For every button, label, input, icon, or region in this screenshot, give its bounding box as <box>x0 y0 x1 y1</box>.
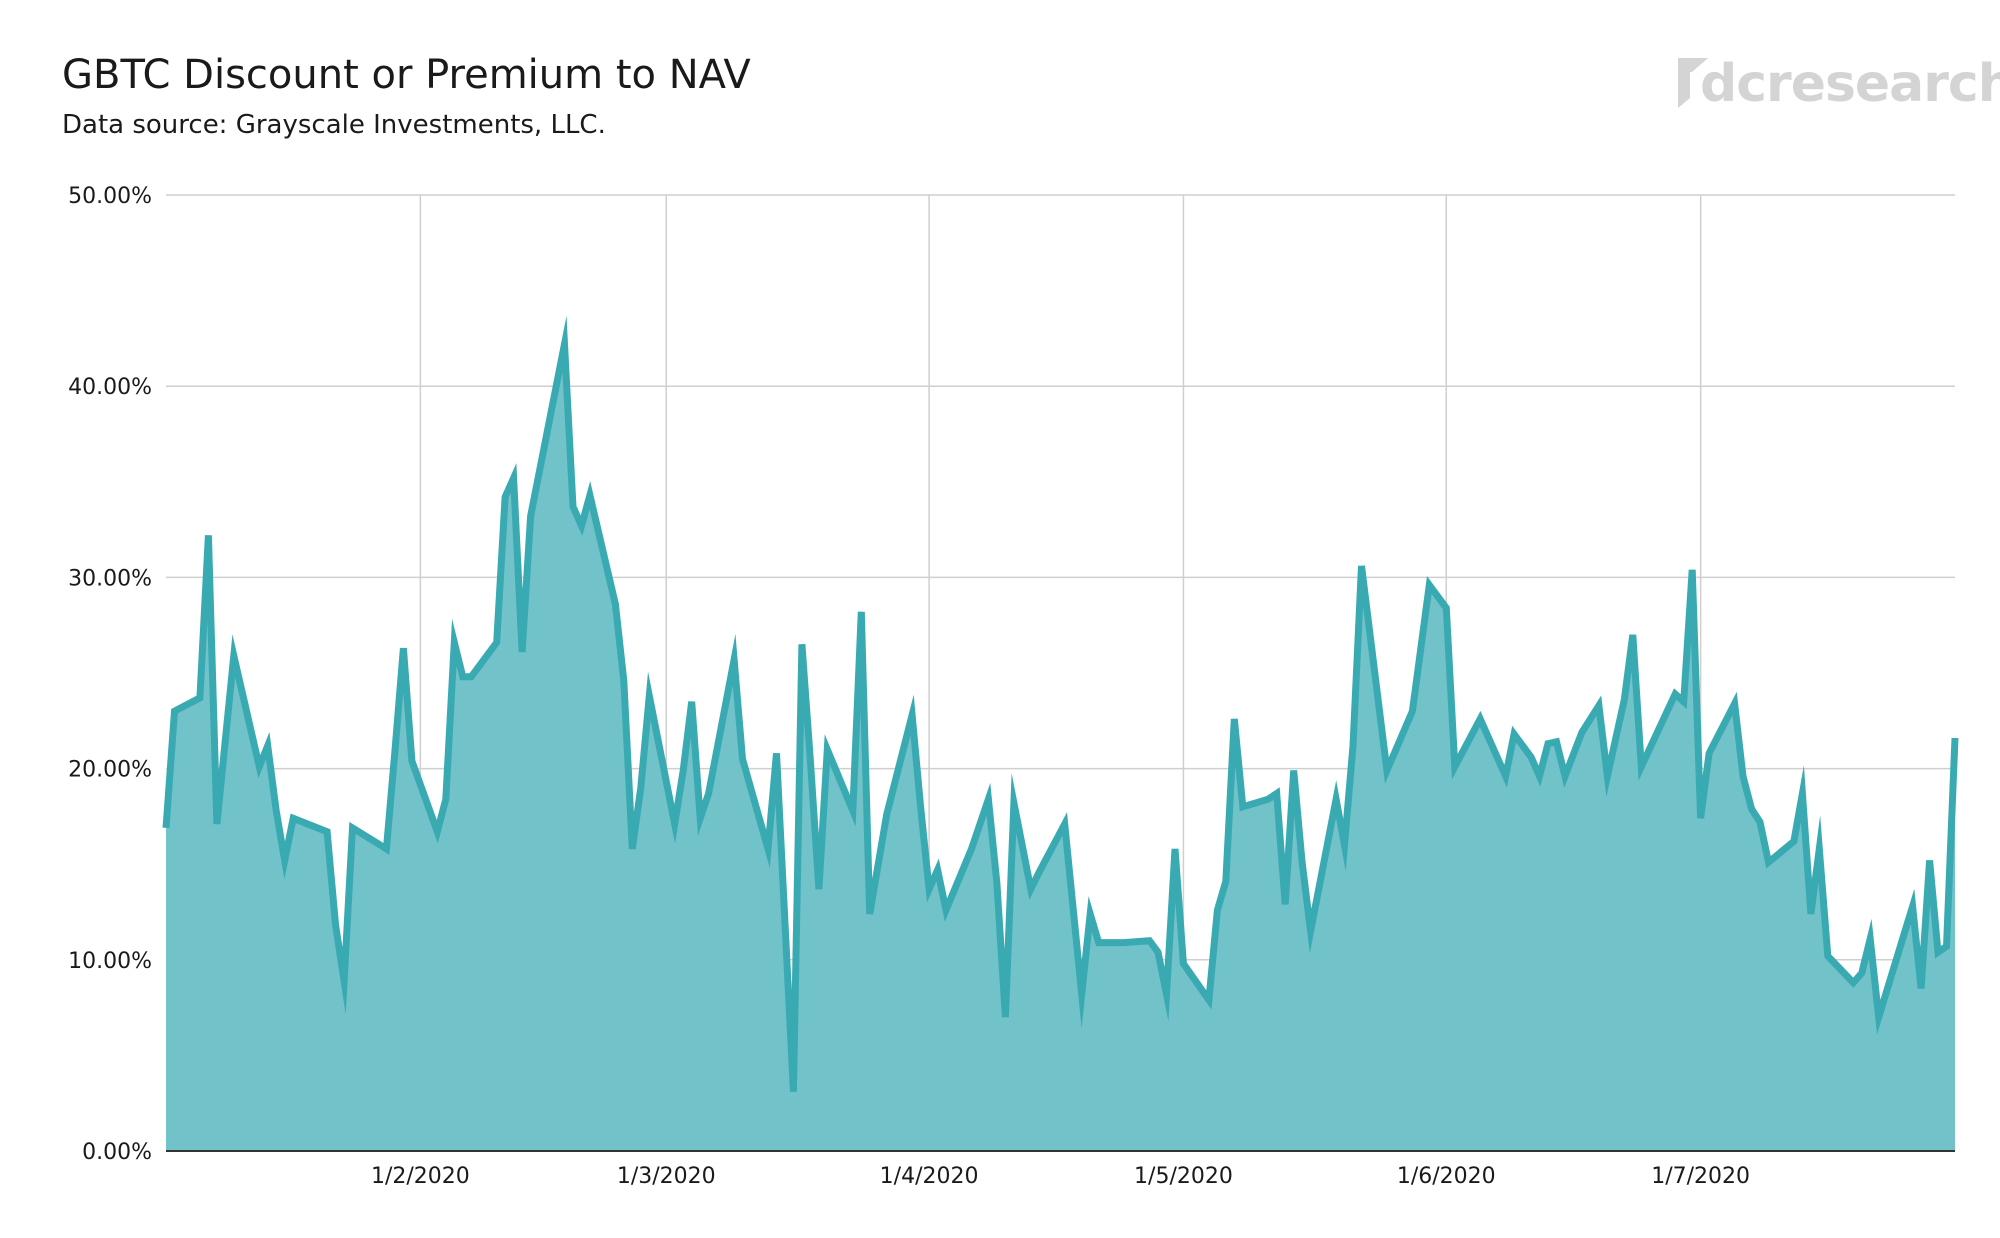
x-tick-label: 1/7/2020 <box>1651 1164 1750 1189</box>
chart-title: GBTC Discount or Premium to NAV <box>62 52 751 98</box>
series-area-fill <box>166 344 1955 1152</box>
series-line <box>162 315 1959 1092</box>
y-tick-label: 10.00% <box>68 949 152 974</box>
y-tick-label: 40.00% <box>68 375 152 400</box>
y-tick-labels: 0.00% 10.00% 20.00% 30.00% 40.00% 50.00% <box>68 184 152 1165</box>
y-tick-label: 0.00% <box>82 1140 152 1165</box>
x-tick-labels: 1/2/2020 1/3/2020 1/4/2020 1/5/2020 1/6/2020… <box>371 1164 1750 1189</box>
logo-text: dcresearch <box>1700 54 2000 114</box>
y-tick-label: 50.00% <box>68 184 152 209</box>
x-tick-label: 1/2/2020 <box>371 1164 470 1189</box>
chart-subtitle: Data source: Grayscale Investments, LLC. <box>62 110 606 140</box>
dcresearch-logo: dcresearch <box>1678 54 2000 122</box>
x-tick-label: 1/5/2020 <box>1134 1164 1233 1189</box>
x-tick-label: 1/4/2020 <box>880 1164 979 1189</box>
y-tick-label: 30.00% <box>68 566 152 591</box>
y-tick-label: 20.00% <box>68 758 152 783</box>
logo-mark-icon <box>1678 58 1708 108</box>
x-tick-label: 1/6/2020 <box>1397 1164 1496 1189</box>
x-tick-label: 1/3/2020 <box>617 1164 716 1189</box>
